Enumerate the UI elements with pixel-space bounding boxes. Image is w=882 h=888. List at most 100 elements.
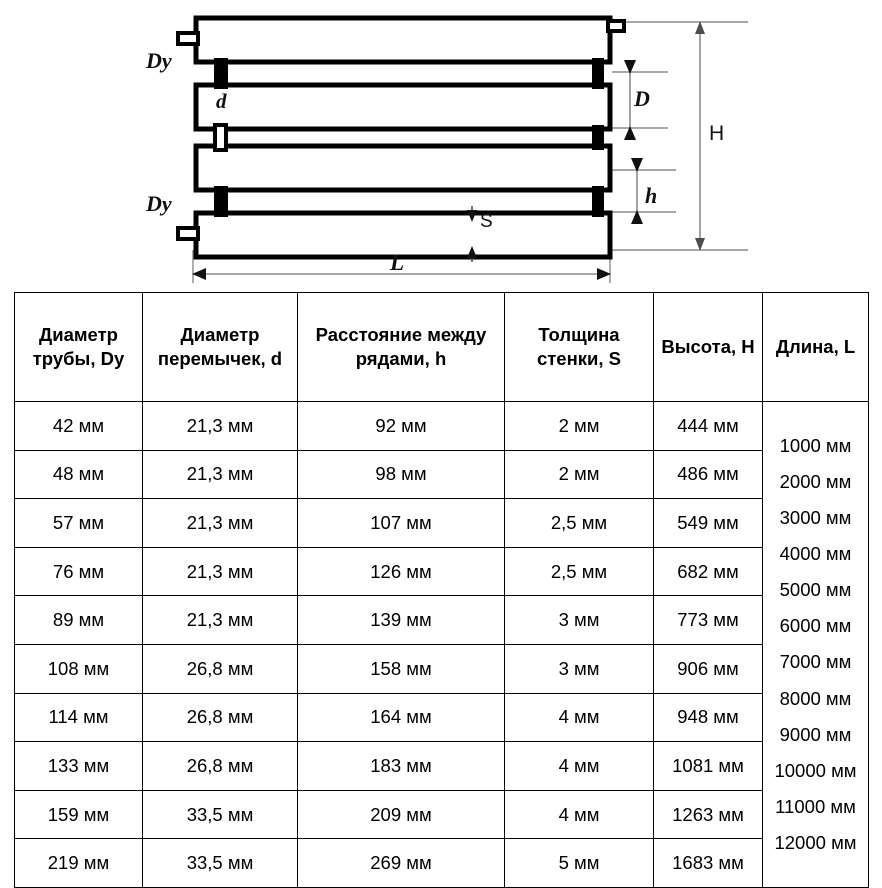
label-l: L xyxy=(390,250,405,275)
cell-row-spacing: 183 мм xyxy=(297,741,505,791)
jumper-left-lower xyxy=(214,186,228,217)
cell-row-spacing: 139 мм xyxy=(297,595,505,645)
dimension-h xyxy=(631,158,643,224)
cell-jumper-diameter: 21,3 мм xyxy=(142,401,298,451)
length-option: 1000 мм xyxy=(779,435,852,457)
cell-jumper-diameter: 33,5 мм xyxy=(142,789,298,840)
cell-length-list: 1000 мм 2000 мм 3000 мм 4000 мм 5000 мм 6000 … xyxy=(762,401,869,888)
length-option: 5000 мм xyxy=(779,579,852,601)
cell-height: 682 мм xyxy=(653,546,763,597)
length-option: 6000 мм xyxy=(779,615,852,637)
cell-wall-thickness: 4 мм xyxy=(504,789,654,840)
length-option: 2000 мм xyxy=(779,471,852,493)
header-line: стенки, S xyxy=(536,348,622,369)
cell-pipe-diameter: 57 мм xyxy=(14,498,143,548)
stub-inlet-bottom-left xyxy=(176,226,200,241)
cell-wall-thickness: 4 мм xyxy=(504,692,654,743)
label-dy-top: Dy xyxy=(146,48,172,73)
header-line: Длина, L xyxy=(775,336,856,358)
pipe-rows xyxy=(193,15,613,260)
jumper-left-middle xyxy=(213,123,228,152)
header-line: трубы, Dy xyxy=(32,348,125,369)
label-dy-bottom: Dy xyxy=(146,191,172,216)
jumper-right-middle xyxy=(592,125,604,150)
pipe-row-1 xyxy=(193,15,613,65)
cell-wall-thickness: 5 мм xyxy=(504,838,654,888)
table-row: 89 мм 21,3 мм 139 мм 3 мм 773 мм xyxy=(14,595,869,645)
cell-height: 906 мм xyxy=(653,643,763,694)
cell-row-spacing: 92 мм xyxy=(297,401,505,451)
header-line: Высота, H xyxy=(661,336,755,358)
table-row: 76 мм 21,3 мм 126 мм 2,5 мм 682 мм xyxy=(14,546,869,597)
cell-height: 486 мм xyxy=(653,449,763,500)
cell-wall-thickness: 3 мм xyxy=(504,643,654,694)
header-height: Высота, H xyxy=(653,292,763,402)
label-h-capital: H xyxy=(709,122,725,145)
cell-wall-thickness: 4 мм xyxy=(504,741,654,791)
length-option: 8000 мм xyxy=(779,687,852,709)
table-row: 159 мм 33,5 мм 209 мм 4 мм 1263 мм xyxy=(14,789,869,840)
header-row: Диаметр трубы, Dy Диаметр перемычек, d Р… xyxy=(14,292,869,402)
cell-row-spacing: 209 мм xyxy=(297,789,505,840)
cell-pipe-diameter: 48 мм xyxy=(14,449,143,500)
technical-drawing: Dy Dy d D h S L H xyxy=(0,0,882,290)
header-jumper-diameter: Диаметр перемычек, d xyxy=(142,292,298,402)
cell-row-spacing: 269 мм xyxy=(297,838,505,888)
specification-table: Диаметр трубы, Dy Диаметр перемычек, d Р… xyxy=(14,292,869,888)
label-d-capital: D xyxy=(634,86,650,111)
cell-wall-thickness: 2,5 мм xyxy=(504,546,654,597)
cell-pipe-diameter: 108 мм xyxy=(14,643,143,694)
cell-row-spacing: 126 мм xyxy=(297,546,505,597)
cell-jumper-diameter: 21,3 мм xyxy=(142,498,298,548)
table-row: 133 мм 26,8 мм 183 мм 4 мм 1081 мм xyxy=(14,741,869,791)
cell-height: 1263 мм xyxy=(653,789,763,840)
label-d: d xyxy=(216,89,227,113)
cell-jumper-diameter: 26,8 мм xyxy=(142,741,298,791)
radiator-schematic-svg xyxy=(176,15,748,283)
table-row: 42 мм 21,3 мм 92 мм 2 мм 444 мм 1000 мм 2000 м… xyxy=(14,401,869,888)
cell-wall-thickness: 2 мм xyxy=(504,449,654,500)
stub-inlet-top-left xyxy=(176,31,200,46)
dimension-S xyxy=(467,206,477,262)
table-row: 108 мм 26,8 мм 158 мм 3 мм 906 мм xyxy=(14,643,869,694)
cell-jumper-diameter: 21,3 мм xyxy=(142,595,298,645)
connection-stubs xyxy=(176,19,626,241)
cell-height: 948 мм xyxy=(653,692,763,743)
cell-pipe-diameter: 219 мм xyxy=(14,838,143,888)
cell-jumper-diameter: 21,3 мм xyxy=(142,449,298,500)
cell-pipe-diameter: 89 мм xyxy=(14,595,143,645)
header-line: Толщина xyxy=(538,324,620,346)
cell-height: 1081 мм xyxy=(653,741,763,791)
header-line: Диаметр xyxy=(39,324,118,346)
length-option: 9000 мм xyxy=(779,723,852,745)
stub-outlet-top-right xyxy=(606,19,626,33)
dimension-L xyxy=(192,268,611,280)
header-line: рядами, h xyxy=(355,348,447,369)
cell-row-spacing: 164 мм xyxy=(297,692,505,743)
pipe-row-3 xyxy=(193,143,613,193)
length-option: 4000 мм xyxy=(779,543,852,565)
cell-pipe-diameter: 133 мм xyxy=(14,741,143,791)
table-row: 114 мм 26,8 мм 164 мм 4 мм 948 мм xyxy=(14,692,869,743)
cell-jumper-diameter: 26,8 мм xyxy=(142,643,298,694)
jumper-right-lower xyxy=(592,186,604,217)
cell-pipe-diameter: 114 мм xyxy=(14,692,143,743)
length-option: 7000 мм xyxy=(779,651,852,673)
cell-pipe-diameter: 42 мм xyxy=(14,401,143,451)
cell-row-spacing: 98 мм xyxy=(297,449,505,500)
table-row: 219 мм 33,5 мм 269 мм 5 мм 1683 мм xyxy=(14,838,869,888)
header-row-spacing: Расстояние между рядами, h xyxy=(297,292,505,402)
table-row: 57 мм 21,3 мм 107 мм 2,5 мм 549 мм xyxy=(14,498,869,548)
cell-height: 773 мм xyxy=(653,595,763,645)
jumper-left-upper xyxy=(214,58,228,89)
length-option: 3000 мм xyxy=(779,507,852,529)
length-option: 11000 мм xyxy=(775,795,856,817)
jumper-right-upper xyxy=(592,58,604,89)
cell-jumper-diameter: 26,8 мм xyxy=(142,692,298,743)
specification-table-container: Диаметр трубы, Dy Диаметр перемычек, d Р… xyxy=(0,290,882,888)
length-option: 12000 мм xyxy=(774,831,857,853)
cell-jumper-diameter: 21,3 мм xyxy=(142,546,298,597)
cell-pipe-diameter: 76 мм xyxy=(14,546,143,597)
dimension-D xyxy=(624,60,636,140)
cell-row-spacing: 158 мм xyxy=(297,643,505,694)
